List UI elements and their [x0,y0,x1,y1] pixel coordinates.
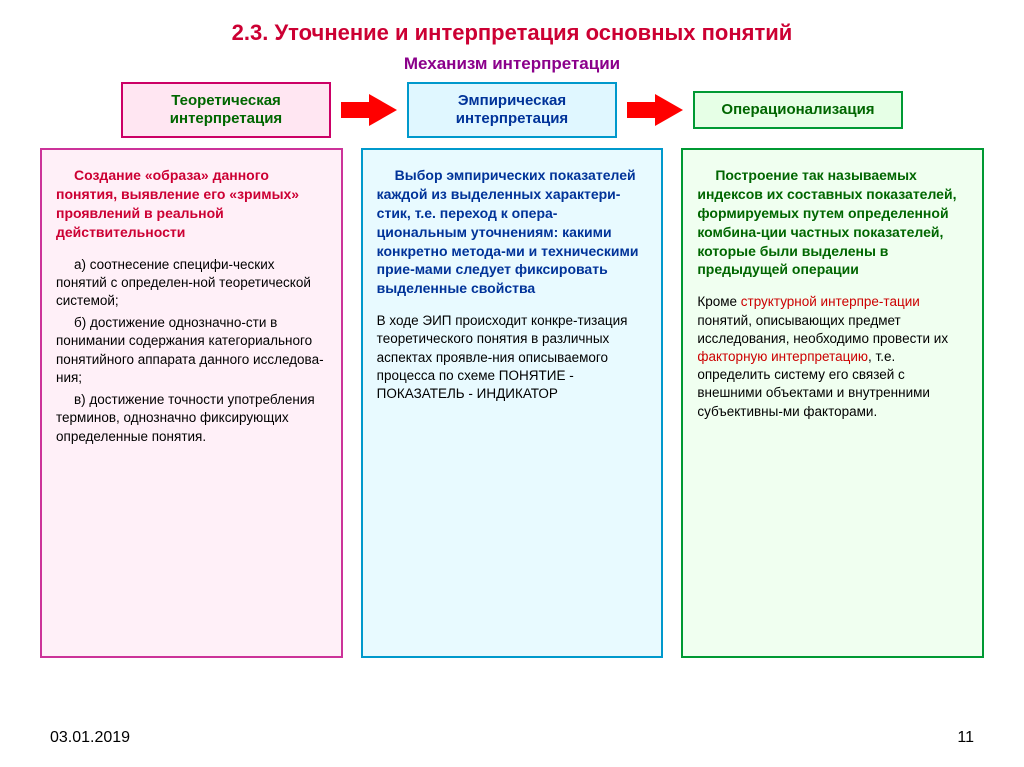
column-theoretical: Создание «образа» данного понятия, выявл… [40,148,343,658]
col3-text: понятий, описывающих предмет исследовани… [697,313,948,346]
columns-container: Создание «образа» данного понятия, выявл… [40,148,984,658]
col1-sub-c: в) достижение точности употребления терм… [56,391,327,446]
col3-lead: Построение так называемых индексов их со… [697,166,968,279]
column-empirical: Выбор эмпирических показателей каждой из… [361,148,664,658]
col1-sub-a: а) соотнесение специфи-ческих понятий с … [56,256,327,311]
col3-highlight-factor: факторную интерпретацию [697,349,868,364]
col3-highlight-structural: структурной интерпре-тации [741,294,920,309]
arrow-icon [339,90,399,130]
subtitle: Механизм интерпретации [40,54,984,74]
col3-para: Кроме структурной интерпре-тации понятий… [697,293,968,421]
col2-lead: Выбор эмпирических показателей каждой из… [377,166,648,298]
column-operationalization: Построение так называемых индексов их со… [681,148,984,658]
col1-lead: Создание «образа» данного понятия, выявл… [56,166,327,242]
footer-page: 11 [957,729,974,747]
col2-para: В ходе ЭИП происходит конкре-тизация тео… [377,312,648,403]
stage-theoretical: Теоретическаяинтерпретация [121,82,331,138]
arrow-icon [625,90,685,130]
stage-empirical: Эмпирическаяинтерпретация [407,82,617,138]
col3-text: Кроме [697,294,740,309]
footer: 03.01.2019 11 [50,729,974,747]
footer-date: 03.01.2019 [50,729,130,747]
col1-sub-b: б) достижение однозначно-сти в понимании… [56,314,327,387]
stage-operationalization: Операционализация [693,91,903,129]
stage-flow: Теоретическаяинтерпретация Эмпирическаяи… [40,82,984,138]
page-title: 2.3. Уточнение и интерпретация основных … [40,20,984,46]
